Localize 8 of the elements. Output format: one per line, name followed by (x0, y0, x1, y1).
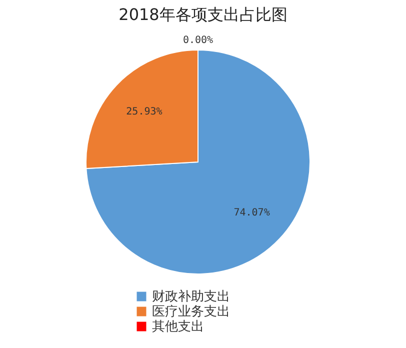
text: 0.00% (182, 35, 214, 46)
data-label: 25.93% (126, 106, 162, 118)
legend-label: 财政补助支出 (152, 290, 230, 304)
legend-label: 医疗业务支出 (152, 304, 230, 320)
pie-slice (86, 50, 310, 274)
chart-title: 2018年各项支出占比图 (118, 5, 288, 24)
data-label: 74.07% (234, 208, 270, 219)
legend-label: 其他支出 (152, 320, 204, 334)
